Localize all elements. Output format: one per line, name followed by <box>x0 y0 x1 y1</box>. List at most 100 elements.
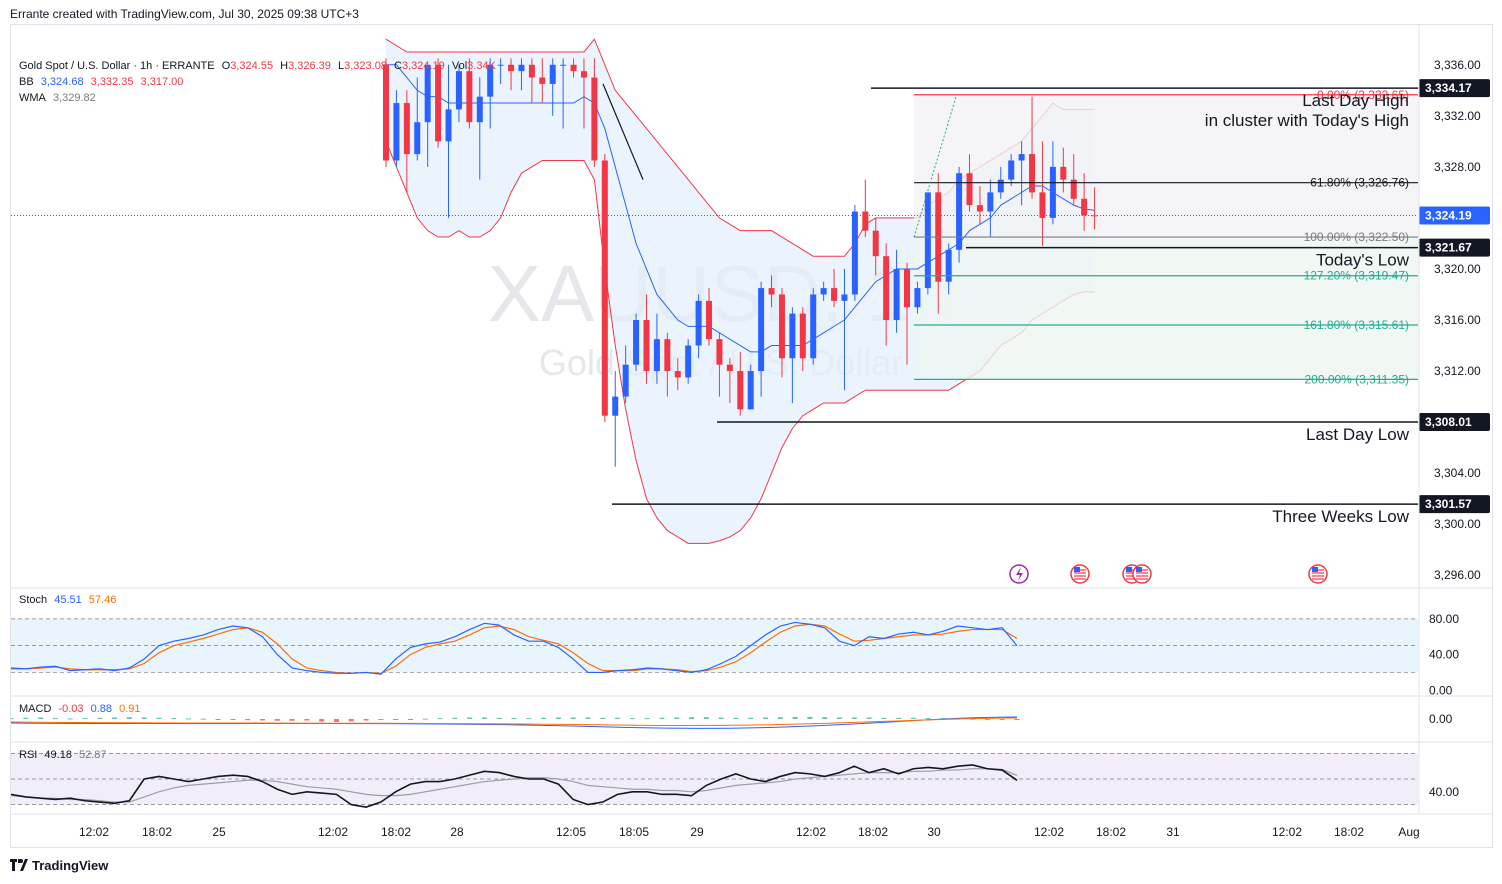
macd-hist-bar <box>289 719 295 721</box>
macd-hist-bar <box>689 717 695 719</box>
candle-body <box>580 71 587 78</box>
wma-legend[interactable]: WMA 3,329.82 <box>19 92 100 104</box>
macd-hist-bar <box>896 717 902 719</box>
stoch-label: Stoch <box>19 594 48 606</box>
macd-hist-bar <box>644 718 650 720</box>
candle-body <box>820 288 827 295</box>
macd-hist-bar <box>126 717 132 719</box>
candle-body <box>851 211 858 295</box>
candle-body <box>601 160 608 416</box>
bb-fill <box>386 39 1095 544</box>
candle-body <box>862 211 869 231</box>
candle-body <box>758 288 765 372</box>
price-tag-text: 3,301.57 <box>1425 497 1472 511</box>
price-tag: 3,301.57 <box>1419 495 1490 514</box>
macd-hist-bar <box>703 717 709 719</box>
price-tag: 3,334.17 <box>1419 79 1490 98</box>
candle-body <box>706 300 713 340</box>
wma-line <box>386 64 1095 353</box>
macd-hist-bar <box>304 719 310 721</box>
candle-body <box>549 64 556 84</box>
candle-body <box>1018 154 1025 161</box>
chart-credit: Errante created with TradingView.com, Ju… <box>10 7 359 21</box>
main-legend: Gold Spot / U.S. Dollar · 1h · ERRANTE O… <box>19 60 500 72</box>
y-axis-tick: 3,332.00 <box>1434 109 1481 123</box>
price-tag: 3,321.67 <box>1419 238 1490 257</box>
close-label: C <box>394 60 402 72</box>
stoch-axis-tick: 0.00 <box>1429 683 1453 697</box>
candle-body <box>518 64 525 72</box>
macd-signal-line <box>11 717 1018 727</box>
us-event-canton <box>1312 567 1318 572</box>
macd-signal-value: 0.91 <box>119 703 141 715</box>
chart-svg[interactable]: XAUUSD, 1hGold Spot / U.S. Dollar0.00% (… <box>11 25 1492 847</box>
macd-hist-bar <box>348 719 354 722</box>
level-annotation: Last Day Low <box>1306 425 1410 444</box>
bb-legend[interactable]: BB 3,324.68 3,332.35 3,317.00 <box>19 76 187 88</box>
macd-hist-bar <box>481 717 487 719</box>
macd-hist-value: -0.03 <box>58 703 84 715</box>
macd-hist-bar <box>333 719 339 722</box>
y-axis-tick: 3,304.00 <box>1434 466 1481 480</box>
close-value: 3,324.19 <box>401 60 445 72</box>
tradingview-logo-icon <box>10 859 28 871</box>
macd-hist-bar <box>67 718 73 720</box>
rsi-legend[interactable]: RSI 49.18 52.87 <box>19 749 111 761</box>
candle-body <box>726 364 733 372</box>
macd-hist-bar <box>999 719 1005 720</box>
macd-hist-bar <box>186 718 192 720</box>
candle-body <box>945 249 952 282</box>
fib-label: 127.20% (3,319.47) <box>1304 269 1409 283</box>
candle-body <box>987 192 994 212</box>
macd-hist-bar <box>230 719 236 720</box>
candle-body <box>539 77 546 84</box>
candle-body <box>1091 215 1098 217</box>
y-axis-tick: 3,328.00 <box>1434 160 1481 174</box>
stoch-legend[interactable]: Stoch 45.51 57.46 <box>19 594 120 606</box>
candle-body <box>716 339 723 365</box>
high-value: 3,326.39 <box>288 60 331 72</box>
macd-hist-bar <box>511 718 517 720</box>
open-label: O <box>221 60 231 72</box>
macd-hist-bar <box>23 717 29 719</box>
macd-hist-bar <box>674 717 680 719</box>
macd-hist-bar <box>200 718 206 720</box>
macd-hist-bar <box>718 717 724 719</box>
price-tag-text: 3,308.01 <box>1425 415 1472 429</box>
macd-hist-bar <box>452 717 458 719</box>
macd-hist-bar <box>925 718 931 720</box>
footer-brand[interactable]: TradingView <box>10 858 108 873</box>
bb-lower-value: 3,317.00 <box>140 76 184 88</box>
candle-body <box>664 339 671 372</box>
trend-line <box>602 83 644 180</box>
macd-hist-bar <box>881 717 887 719</box>
candle-body <box>883 256 890 320</box>
price-tag-text: 3,321.67 <box>1425 241 1472 255</box>
price-tag-bg <box>1419 79 1490 98</box>
macd-hist-bar <box>763 717 768 719</box>
macd-hist-bar <box>378 719 384 720</box>
candle-body <box>1008 160 1015 180</box>
symbol-title[interactable]: Gold Spot / U.S. Dollar · 1h · ERRANTE <box>19 60 215 72</box>
macd-hist-bar <box>910 717 916 719</box>
stoch-axis-tick: 40.00 <box>1429 648 1459 662</box>
macd-legend[interactable]: MACD -0.03 0.88 0.91 <box>19 703 145 715</box>
candle-body <box>789 313 796 359</box>
bb-basis-value: 3,324.68 <box>40 76 84 88</box>
macd-hist-bar <box>52 718 58 720</box>
candle-body <box>393 103 400 161</box>
wma-label: WMA <box>19 92 46 104</box>
candle-body <box>487 64 494 97</box>
macd-hist-bar <box>733 717 739 719</box>
macd-hist-bar <box>555 717 561 719</box>
x-axis-tick: Aug <box>1398 825 1419 839</box>
x-axis-tick: 18:02 <box>142 825 172 839</box>
x-axis-tick: 29 <box>690 825 704 839</box>
candle-body <box>841 294 848 301</box>
volume-label: Vol <box>451 60 468 72</box>
macd-hist-bar <box>82 718 88 720</box>
candle-body <box>508 64 515 72</box>
candle-body <box>435 64 442 142</box>
fib-zone-upper <box>914 94 1419 238</box>
macd-hist-bar <box>437 718 443 720</box>
